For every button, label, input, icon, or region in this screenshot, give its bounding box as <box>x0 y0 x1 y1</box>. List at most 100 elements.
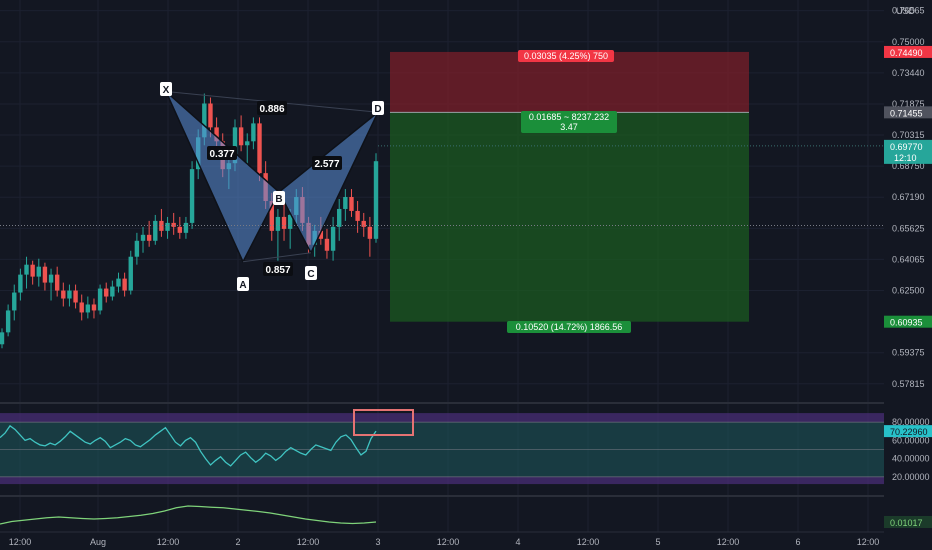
candle-body <box>134 240 140 257</box>
candle-body <box>67 290 72 299</box>
lower-indicator-panel <box>0 505 377 525</box>
time-tick-label: 12:00 <box>577 537 600 547</box>
time-tick-label: 12:00 <box>717 537 740 547</box>
candle-body <box>269 201 274 231</box>
stop-loss-label: 0.03035 (4.25%) 750 <box>524 51 608 61</box>
ratio-badge <box>257 101 287 115</box>
price-tick-label: 0.70315 <box>892 130 925 140</box>
bcd-triangle <box>278 111 379 255</box>
candle-body <box>208 103 213 128</box>
candle-body <box>165 222 170 231</box>
candle-body <box>54 274 60 291</box>
candle-body <box>177 226 183 233</box>
price-tick-label: 0.62500 <box>892 286 925 296</box>
price-tick-label: 0.75000 <box>892 37 925 47</box>
entry-label: 0.01685 ~ 8237.232 <box>529 112 609 122</box>
rsi-highlight-box <box>353 409 414 436</box>
lower-indicator-line <box>0 505 377 525</box>
time-tick-label: 12:00 <box>9 537 32 547</box>
ratio-badge <box>207 146 237 160</box>
stop-loss-label-bg <box>518 50 614 62</box>
pattern-ratio-label: 0.886 <box>259 104 284 115</box>
candle-body <box>202 103 207 138</box>
rsi-overbought-band <box>0 413 884 423</box>
price-tick-label: 0.71875 <box>892 99 925 109</box>
price-tick-label: 0.67190 <box>892 192 925 202</box>
candle-body <box>281 216 287 229</box>
pattern-point-badge <box>237 277 249 291</box>
take-profit-label-bg <box>507 321 631 333</box>
time-tick-label: 6 <box>795 537 800 547</box>
stop-price-label: 0.74490 <box>890 48 923 58</box>
rsi-tick-label: 60.00000 <box>892 435 930 445</box>
candle-body <box>42 266 48 283</box>
candle-body <box>146 234 152 241</box>
candle-body <box>61 290 66 299</box>
stop-loss-zone <box>390 51 749 113</box>
candle-body <box>140 234 146 241</box>
time-tick-label: 5 <box>655 537 660 547</box>
candle-body <box>373 161 379 239</box>
candle-body <box>5 310 11 333</box>
price-tick-label: 0.68750 <box>892 161 925 171</box>
price-tick-label: 0.64065 <box>892 254 925 264</box>
rsi-panel <box>0 409 884 485</box>
time-tick-label: 12:00 <box>157 537 180 547</box>
candle-body <box>238 127 244 146</box>
pattern-point-badge <box>160 82 172 96</box>
pattern-point-badge <box>372 101 384 115</box>
pattern-point-badge <box>305 266 317 280</box>
rsi-value-label: 70.22960 <box>890 427 928 437</box>
position-zones[interactable] <box>390 51 749 322</box>
time-tick-label: 4 <box>515 537 520 547</box>
pattern-point-c: C <box>307 269 314 280</box>
pattern-point-d: D <box>374 104 381 115</box>
candle-body <box>12 292 17 311</box>
candle-body <box>245 141 250 146</box>
pattern-ratio-label: 0.377 <box>209 149 234 160</box>
pattern-ratio-label: 2.577 <box>314 159 339 170</box>
candle-body <box>330 226 336 251</box>
candle-body <box>30 264 35 277</box>
candle-body <box>343 197 348 209</box>
time-tick-label: 12:00 <box>297 537 320 547</box>
take-profit-zone <box>390 112 749 322</box>
candle-body <box>361 220 366 227</box>
ratio-badge <box>263 262 293 276</box>
harmonic-pattern[interactable]: X A B C D 0.377 0.857 2.577 0.886 <box>160 82 384 291</box>
currency-label: USD <box>896 6 916 16</box>
price-tick-label: 0.65625 <box>892 223 925 233</box>
pattern-point-a: A <box>239 280 246 291</box>
entry-label-line2: 3.47 <box>560 122 578 132</box>
candle-body <box>349 197 354 211</box>
candle-body <box>153 220 158 241</box>
time-tick-label: 2 <box>235 537 240 547</box>
candle-body <box>48 274 54 283</box>
price-tick-label: 0.73440 <box>892 68 925 78</box>
candle-body <box>0 332 5 345</box>
candle-body <box>116 278 121 287</box>
candle-body <box>337 208 342 227</box>
time-tick-label: 12:00 <box>857 537 880 547</box>
time-axis[interactable]: 12:00 Aug 12:00 2 12:00 3 12:00 4 12:00 5 12:00 6 12… <box>0 533 932 550</box>
candle-body <box>85 304 91 313</box>
candle-body <box>287 214 293 229</box>
position-labels: 0.03035 (4.25%) 750 0.01685 ~ 8237.2323.4… <box>507 50 631 333</box>
lower-value-bg <box>884 516 932 528</box>
pattern-point-x: X <box>163 85 170 96</box>
price-tick-label: 0.76565 <box>892 6 925 16</box>
candle-body <box>91 304 97 311</box>
candle-body <box>104 288 109 297</box>
price-axis-bg <box>884 0 932 550</box>
time-tick-label: 12:00 <box>437 537 460 547</box>
candle-body <box>355 210 360 221</box>
candle-body <box>171 222 176 227</box>
countdown-label: 12:10 <box>894 153 917 163</box>
candle-body <box>275 216 281 231</box>
stop-price-label-bg <box>884 45 932 58</box>
candle-body <box>183 222 189 233</box>
candle-body <box>318 230 324 239</box>
candle-body <box>257 123 262 174</box>
